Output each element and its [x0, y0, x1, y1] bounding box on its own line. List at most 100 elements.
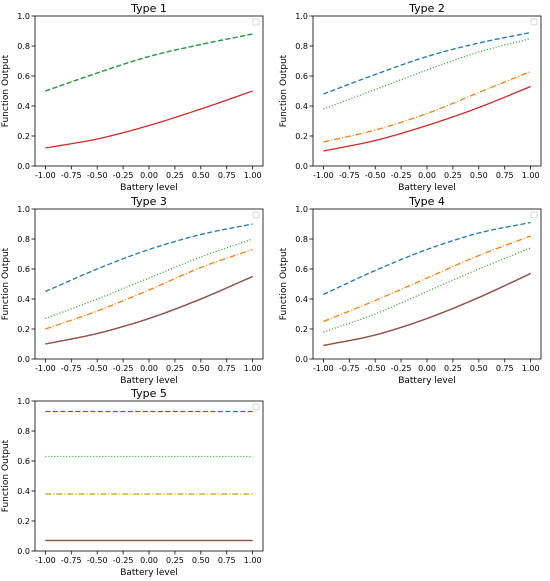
y-axis-label: Function Output — [279, 247, 289, 320]
x-axis-label: Battery level — [120, 568, 178, 578]
x-tick-label: 0.50 — [470, 171, 488, 180]
x-tick-label: 1.00 — [244, 556, 262, 565]
subplot-3: Type 3 -1.00 -0.75 -0.50 -0.25 0.00 0.25 0.50 0.… — [1, 195, 264, 386]
x-tick-label: -0.50 — [365, 171, 386, 180]
axes-frame — [34, 208, 264, 360]
series-line-3 — [323, 70, 531, 143]
x-tick-label: 0.50 — [192, 556, 210, 565]
series-line-3 — [45, 248, 253, 330]
x-tick-label: -0.25 — [391, 364, 412, 373]
y-axis-label: Function Output — [279, 54, 289, 127]
y-tick-label: 1.0 — [295, 12, 308, 21]
chart-title: Type 3 — [130, 195, 167, 208]
x-tick-label: -0.75 — [339, 171, 360, 180]
x-tick-label: 0.00 — [140, 364, 158, 373]
legend-box — [530, 18, 538, 26]
x-tick-label: 1.00 — [244, 364, 262, 373]
subplot-4: Type 4 -1.00 -0.75 -0.50 -0.25 0.00 0.25 0.50 0.… — [279, 195, 542, 386]
y-axis-label: Function Output — [1, 439, 11, 512]
y-tick-label: 0.4 — [17, 295, 30, 304]
legend-box — [252, 18, 260, 26]
x-tick-label: 0.25 — [444, 171, 462, 180]
series-line-3 — [45, 90, 253, 149]
x-axis-label: Battery level — [120, 183, 178, 193]
x-tick-label: -0.50 — [87, 171, 108, 180]
chart-title: Type 1 — [130, 2, 167, 15]
y-tick-label: 0.0 — [17, 162, 30, 171]
x-tick-label: 0.25 — [166, 171, 184, 180]
x-tick-label: -0.25 — [113, 171, 134, 180]
series-line-3 — [323, 247, 531, 333]
x-tick-label: -1.00 — [35, 171, 56, 180]
x-tick-label: 0.00 — [418, 171, 436, 180]
x-tick-label: 0.75 — [218, 556, 236, 565]
x-tick-label: -0.75 — [61, 556, 82, 565]
x-tick-label: 1.00 — [522, 171, 540, 180]
y-tick-label: 0.0 — [295, 355, 308, 364]
y-tick-label: 0.2 — [295, 132, 308, 141]
y-tick-label: 0.0 — [17, 547, 30, 556]
x-tick-label: -0.50 — [87, 556, 108, 565]
legend-box — [252, 211, 260, 219]
series-line-5 — [323, 272, 531, 347]
subplot-5: Type 5 -1.00 -0.75 -0.50 -0.25 0.00 0.25 0.50 0.… — [1, 387, 264, 578]
y-tick-label: 0.0 — [295, 162, 308, 171]
y-tick-label: 0.8 — [17, 427, 30, 436]
y-tick-label: 0.6 — [295, 72, 308, 81]
x-tick-label: 0.25 — [444, 364, 462, 373]
legend-box — [252, 403, 260, 411]
chart-title: Type 2 — [408, 2, 445, 15]
series-line-4 — [323, 85, 531, 152]
x-tick-label: 1.00 — [522, 364, 540, 373]
x-tick-label: -0.25 — [113, 556, 134, 565]
y-tick-label: 0.8 — [17, 42, 30, 51]
x-tick-label: 0.50 — [192, 364, 210, 373]
x-tick-label: 0.75 — [496, 364, 514, 373]
x-tick-label: 0.00 — [418, 364, 436, 373]
y-tick-label: 0.2 — [17, 132, 30, 141]
y-axis-label: Function Output — [1, 247, 11, 320]
y-tick-label: 0.8 — [295, 42, 308, 51]
chart-title: Type 5 — [130, 387, 167, 400]
y-tick-label: 0.6 — [17, 72, 30, 81]
chart-title: Type 4 — [408, 195, 445, 208]
y-axis-label: Function Output — [1, 54, 11, 127]
x-tick-label: 0.00 — [140, 556, 158, 565]
x-tick-label: -1.00 — [313, 171, 334, 180]
x-tick-label: 0.00 — [140, 171, 158, 180]
series-line-2 — [323, 235, 531, 323]
y-tick-label: 0.2 — [17, 517, 30, 526]
x-tick-label: -0.50 — [365, 364, 386, 373]
x-tick-label: -0.75 — [61, 364, 82, 373]
series-line-1 — [45, 223, 253, 293]
y-tick-label: 0.0 — [17, 355, 30, 364]
y-tick-label: 0.4 — [295, 295, 308, 304]
series-line-1 — [323, 31, 531, 95]
x-axis-label: Battery level — [120, 376, 178, 386]
y-tick-label: 0.4 — [295, 102, 308, 111]
x-tick-label: 0.75 — [218, 364, 236, 373]
series-line-2 — [45, 238, 253, 320]
x-tick-label: -1.00 — [313, 364, 334, 373]
x-tick-label: -0.25 — [113, 364, 134, 373]
x-tick-label: -0.75 — [339, 364, 360, 373]
x-tick-label: 0.75 — [218, 171, 236, 180]
y-tick-label: 0.6 — [17, 265, 30, 274]
y-tick-label: 0.8 — [295, 235, 308, 244]
axes-frame — [34, 400, 264, 552]
series-line-5 — [45, 275, 253, 345]
x-tick-label: -0.25 — [391, 171, 412, 180]
y-tick-label: 0.4 — [17, 487, 30, 496]
y-tick-label: 0.8 — [17, 235, 30, 244]
series-line-1 — [323, 221, 531, 296]
legend-box — [530, 211, 538, 219]
series-line-1 — [45, 33, 253, 92]
y-tick-label: 0.6 — [295, 265, 308, 274]
series-line-2 — [45, 33, 253, 92]
subplot-1: Type 1 -1.00 -0.75 -0.50 -0.25 0.00 0.25 0.50 0.… — [1, 2, 264, 193]
x-tick-label: -1.00 — [35, 556, 56, 565]
series-line-4 — [45, 275, 253, 345]
x-tick-label: 0.25 — [166, 556, 184, 565]
y-tick-label: 1.0 — [17, 397, 30, 406]
